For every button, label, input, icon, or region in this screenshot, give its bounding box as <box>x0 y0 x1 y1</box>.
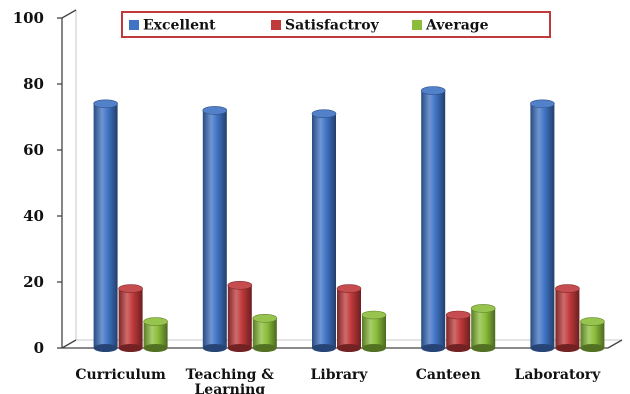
bar-excellent-canteen <box>420 86 446 352</box>
y-tick-label: 40 <box>23 207 44 225</box>
y-tick-label: 60 <box>23 141 44 159</box>
bar-excellent-teaching-learning <box>202 106 228 352</box>
bar-satisfactroy-curriculum <box>118 284 143 352</box>
bar-excellent-curriculum <box>93 99 118 352</box>
x-tick-label-canteen: Canteen <box>416 367 481 383</box>
chart-bars <box>93 86 605 352</box>
bar-excellent-laboratory <box>530 99 555 352</box>
y-tick-label: 100 <box>13 9 44 27</box>
legend-item-excellent: Excellent <box>129 18 216 34</box>
y-axis-ticks: 0 20 40 60 80 100 <box>13 9 62 357</box>
legend-swatch <box>129 20 139 30</box>
x-tick-label-library: Library <box>311 367 369 383</box>
bar-satisfactroy-canteen <box>445 310 471 352</box>
y-tick-label: 80 <box>23 75 44 93</box>
legend-label: Average <box>425 18 489 34</box>
legend-box <box>121 11 551 38</box>
bar-satisfactroy-teaching-learning <box>227 280 253 352</box>
bar-average-laboratory <box>580 317 605 352</box>
x-tick-label-laboratory: Laboratory <box>514 367 601 383</box>
legend-item-average: Average <box>412 18 489 34</box>
bar-excellent-library <box>311 109 337 352</box>
x-tick-label-curriculum: Curriculum <box>75 367 166 383</box>
x-tick-label-teaching-learning: Teaching & Learning <box>186 367 275 394</box>
x-axis-labels: Curriculum Teaching & Learning Library Cante… <box>75 367 601 394</box>
y-tick-label: 0 <box>34 339 44 357</box>
legend: Excellent Satisfactroy Average <box>121 11 551 38</box>
legend-label: Satisfactroy <box>285 18 380 34</box>
bar-satisfactroy-library <box>336 284 362 352</box>
legend-label: Excellent <box>143 18 216 34</box>
legend-item-satisfactroy: Satisfactroy <box>271 18 380 34</box>
y-tick-label: 20 <box>23 273 44 291</box>
bar-average-canteen <box>470 304 496 352</box>
bar-average-curriculum <box>143 317 168 352</box>
bar-average-teaching-learning <box>252 313 278 352</box>
legend-swatch <box>271 20 281 30</box>
bar-satisfactroy-laboratory <box>555 284 580 352</box>
legend-swatch <box>412 20 422 30</box>
bar-average-library <box>361 310 387 352</box>
